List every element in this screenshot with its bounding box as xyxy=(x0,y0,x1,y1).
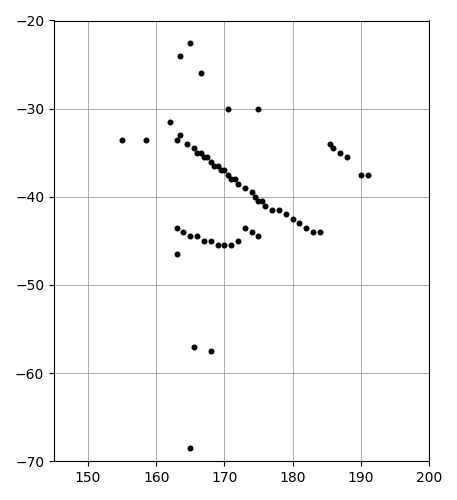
Point xyxy=(176,52,184,60)
Point xyxy=(364,171,371,179)
Point xyxy=(282,210,289,218)
Point xyxy=(176,131,184,139)
Point xyxy=(248,228,255,236)
Point xyxy=(248,188,255,196)
Point xyxy=(289,215,296,223)
Point xyxy=(241,184,249,192)
Point xyxy=(190,342,197,350)
Point xyxy=(221,166,228,174)
Point xyxy=(357,171,364,179)
Point xyxy=(303,224,310,232)
Point xyxy=(296,220,303,228)
Point xyxy=(255,232,262,240)
Point xyxy=(190,144,197,152)
Point xyxy=(275,206,282,214)
Point xyxy=(261,202,269,209)
Point xyxy=(214,162,221,170)
Point xyxy=(224,171,231,179)
Point xyxy=(186,444,194,452)
Point xyxy=(173,224,181,232)
Point xyxy=(197,70,204,78)
Point xyxy=(241,224,249,232)
Point xyxy=(186,38,194,46)
Point xyxy=(211,162,218,170)
Point xyxy=(166,118,174,126)
Point xyxy=(234,237,242,245)
Point xyxy=(221,242,228,250)
Point xyxy=(343,153,351,161)
Point xyxy=(218,166,225,174)
Point xyxy=(186,232,194,240)
Point xyxy=(268,206,276,214)
Point xyxy=(337,148,344,156)
Point xyxy=(207,237,214,245)
Point xyxy=(204,153,211,161)
Point xyxy=(200,153,207,161)
Point xyxy=(228,242,235,250)
Point xyxy=(193,232,201,240)
Point xyxy=(207,158,214,166)
Point xyxy=(180,228,187,236)
Point xyxy=(193,148,201,156)
Point xyxy=(231,175,238,183)
Point xyxy=(309,228,317,236)
Point xyxy=(200,237,207,245)
Point xyxy=(224,104,231,112)
Point xyxy=(228,175,235,183)
Point xyxy=(173,250,181,258)
Point xyxy=(183,140,191,148)
Point xyxy=(251,193,259,201)
Point xyxy=(118,136,126,143)
Point xyxy=(207,347,214,355)
Point xyxy=(142,136,149,143)
Point xyxy=(316,228,324,236)
Point xyxy=(173,136,181,143)
Point xyxy=(255,104,262,112)
Point xyxy=(326,140,334,148)
Point xyxy=(258,197,266,205)
Point xyxy=(330,144,337,152)
Point xyxy=(197,148,204,156)
Point xyxy=(234,180,242,188)
Point xyxy=(214,242,221,250)
Point xyxy=(255,197,262,205)
